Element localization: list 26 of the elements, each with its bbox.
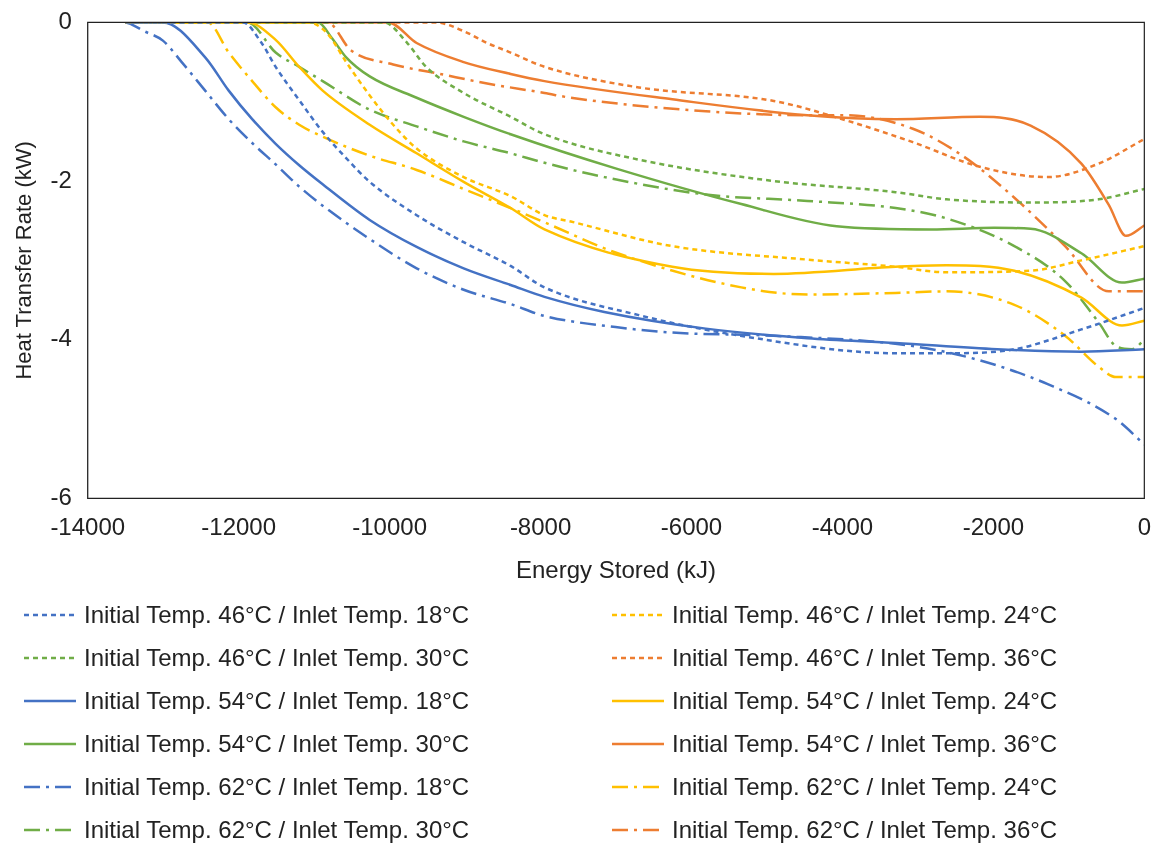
legend-label: Initial Temp. 62°C / Inlet Temp. 30°C [84, 816, 470, 844]
x-tick-label: -6000 [660, 513, 723, 541]
x-tick-label: -2000 [962, 513, 1025, 541]
legend-label: Initial Temp. 62°C / Inlet Temp. 18°C [84, 773, 470, 801]
x-tick-label: 0 [1137, 513, 1152, 541]
y-tick-label: -4 [50, 324, 72, 352]
x-tick-label: -14000 [50, 513, 126, 541]
y-tick-label: -6 [50, 483, 72, 511]
legend-label: Initial Temp. 54°C / Inlet Temp. 18°C [84, 687, 470, 715]
y-tick-label: -2 [50, 165, 72, 193]
legend-label: Initial Temp. 46°C / Inlet Temp. 24°C [672, 601, 1058, 629]
legend-label: Initial Temp. 62°C / Inlet Temp. 36°C [672, 816, 1058, 844]
x-tick-label: -8000 [509, 513, 572, 541]
legend-label: Initial Temp. 54°C / Inlet Temp. 36°C [672, 730, 1058, 758]
x-axis-title: Energy Stored (kJ) [515, 556, 717, 584]
legend-label: Initial Temp. 46°C / Inlet Temp. 18°C [84, 601, 470, 629]
legend-label: Initial Temp. 54°C / Inlet Temp. 30°C [84, 730, 470, 758]
x-tick-label: -12000 [201, 513, 277, 541]
x-tick-label: -10000 [352, 513, 427, 541]
legend-label: Initial Temp. 62°C / Inlet Temp. 24°C [672, 773, 1058, 801]
legend-label: Initial Temp. 54°C / Inlet Temp. 24°C [672, 687, 1058, 715]
y-axis-title: Heat Transfer Rate (kW) [11, 141, 37, 380]
y-tick-label: 0 [58, 7, 72, 35]
legend-label: Initial Temp. 46°C / Inlet Temp. 36°C [672, 644, 1058, 672]
x-tick-label: -4000 [811, 513, 874, 541]
legend-label: Initial Temp. 46°C / Inlet Temp. 30°C [84, 644, 470, 672]
